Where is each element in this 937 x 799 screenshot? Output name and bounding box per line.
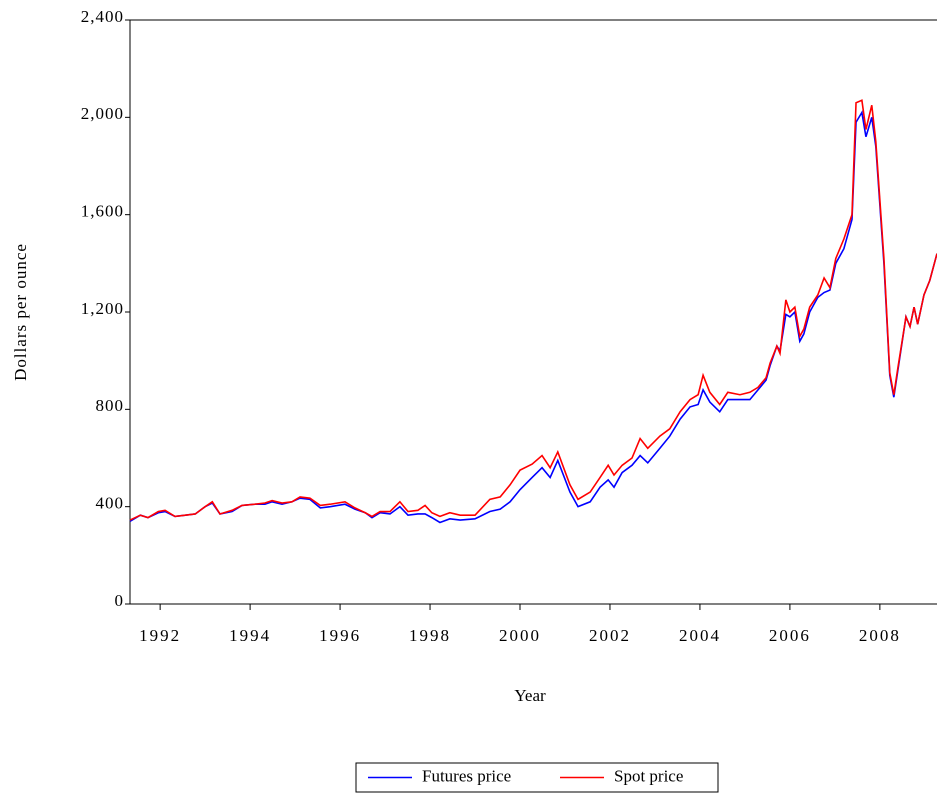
- x-tick-label: 1992: [139, 626, 181, 645]
- y-tick-label: 2,400: [81, 7, 124, 26]
- x-tick-label: 2002: [589, 626, 631, 645]
- x-tick-label: 2000: [499, 626, 541, 645]
- y-tick-label: 1,600: [81, 202, 124, 221]
- legend-box: [355, 762, 719, 793]
- legend-label: Futures price: [422, 766, 511, 785]
- y-tick-label: 0: [115, 591, 125, 610]
- y-tick-label: 1,200: [81, 299, 124, 318]
- x-axis-label: Year: [514, 686, 546, 705]
- x-tick-label: 2006: [769, 626, 811, 645]
- y-tick-label: 800: [96, 396, 125, 415]
- y-tick-label: 2,000: [81, 104, 124, 123]
- x-tick-label: 2008: [859, 626, 901, 645]
- y-axis-label: Dollars per ounce: [11, 243, 30, 381]
- x-tick-label: 2004: [679, 626, 721, 645]
- x-tick-label: 1994: [229, 626, 271, 645]
- legend-label: Spot price: [614, 766, 683, 785]
- series-line: [129, 99, 937, 521]
- x-tick-label: 1998: [409, 626, 451, 645]
- series-line: [129, 110, 937, 524]
- y-tick-label: 400: [96, 494, 125, 513]
- x-tick-label: 1996: [319, 626, 361, 645]
